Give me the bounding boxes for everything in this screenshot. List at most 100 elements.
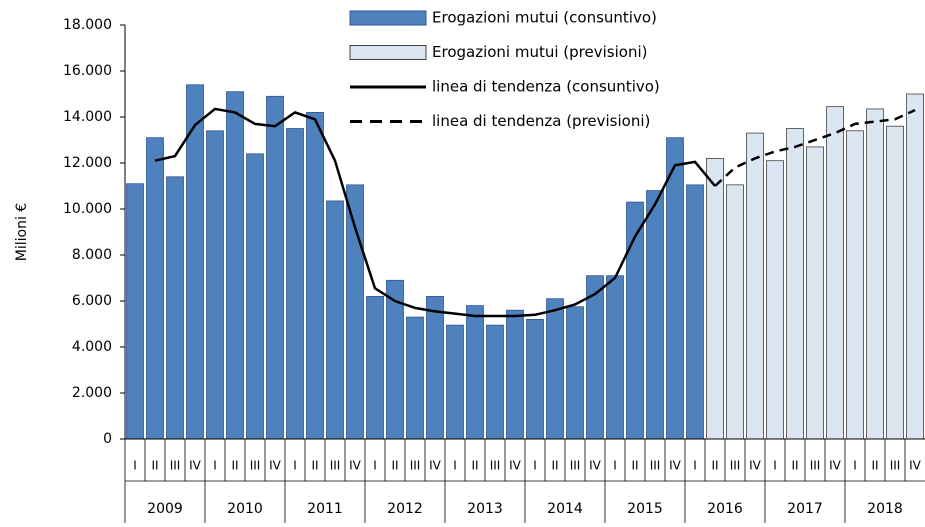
x-tick-label: I (453, 459, 457, 473)
bar (206, 130, 224, 440)
bar (306, 112, 324, 440)
bar (706, 157, 724, 440)
bar (826, 106, 844, 440)
x-tick-label: IV (749, 459, 762, 473)
year-label: 2018 (867, 501, 903, 517)
year-label: 2009 (147, 501, 183, 517)
trend-line (714, 108, 916, 187)
x-tick-label: II (391, 459, 398, 473)
year-label: 2016 (707, 501, 743, 517)
year-label: 2017 (787, 501, 823, 517)
x-tick-label: I (693, 459, 697, 473)
y-tick-label: 0 (103, 431, 112, 447)
x-tick-label: II (871, 459, 878, 473)
bar (646, 190, 664, 440)
bar (406, 316, 424, 440)
x-tick-label: II (631, 459, 638, 473)
legend-swatch (349, 45, 427, 60)
x-tick-label: III (170, 459, 181, 473)
y-tick-label: 6.000 (72, 293, 112, 309)
x-tick-label: II (711, 459, 718, 473)
x-tick-label: I (293, 459, 297, 473)
bar (266, 95, 284, 440)
year-label: 2015 (627, 501, 663, 517)
x-tick-label: III (730, 459, 741, 473)
x-tick-label: IV (189, 459, 202, 473)
x-tick-label: III (330, 459, 341, 473)
year-label: 2011 (307, 501, 343, 517)
bar (126, 183, 144, 440)
year-label: 2014 (547, 501, 583, 517)
legend-label: Erogazioni mutui (consuntivo) (432, 9, 657, 27)
bar (546, 298, 564, 440)
bar (426, 295, 444, 440)
trend-line (154, 107, 716, 318)
bar (786, 128, 804, 440)
y-tick-label: 14.000 (63, 109, 112, 125)
y-tick-label: 16.000 (63, 63, 112, 79)
bar (526, 318, 544, 440)
bar (286, 128, 304, 440)
y-tick-label: 10.000 (63, 201, 112, 217)
bar (446, 324, 464, 440)
x-tick-label: III (570, 459, 581, 473)
y-tick-label: 4.000 (72, 339, 112, 355)
x-tick-label: II (311, 459, 318, 473)
y-tick-label: 2.000 (72, 385, 112, 401)
bar (506, 309, 524, 440)
year-label: 2010 (227, 501, 263, 517)
bar (186, 84, 204, 440)
x-tick-label: IV (829, 459, 842, 473)
x-tick-label: II (551, 459, 558, 473)
x-tick-label: II (231, 459, 238, 473)
bar (226, 91, 244, 440)
x-tick-label: IV (349, 459, 362, 473)
bar (846, 130, 864, 440)
bar (586, 275, 604, 440)
bar (866, 108, 884, 440)
bar (806, 146, 824, 440)
y-tick-label: 12.000 (63, 155, 112, 171)
x-tick-label: IV (589, 459, 602, 473)
x-tick-label: I (613, 459, 617, 473)
x-tick-label: IV (509, 459, 522, 473)
bar (566, 306, 584, 440)
bar (146, 137, 164, 440)
x-tick-label: IV (269, 459, 282, 473)
bar (606, 275, 624, 440)
x-tick-label: III (410, 459, 421, 473)
legend-label: linea di tendenza (previsioni) (432, 112, 650, 130)
year-label: 2012 (387, 501, 423, 517)
bar (906, 93, 924, 440)
y-axis-label: Milioni € (14, 203, 30, 261)
x-tick-label: III (810, 459, 821, 473)
x-tick-label: IV (429, 459, 442, 473)
bar (466, 305, 484, 440)
legend-label: Erogazioni mutui (previsioni) (432, 43, 647, 61)
x-tick-label: I (533, 459, 537, 473)
bar (326, 200, 344, 440)
y-tick-label: 8.000 (72, 247, 112, 263)
bar (746, 132, 764, 440)
x-tick-label: III (890, 459, 901, 473)
x-tick-label: II (151, 459, 158, 473)
bar (366, 295, 384, 440)
x-tick-label: I (373, 459, 377, 473)
bar (886, 125, 904, 440)
legend-swatch (349, 10, 427, 26)
y-tick-label: 18.000 (63, 17, 112, 33)
bar (726, 184, 744, 440)
bar (666, 137, 684, 440)
bar (166, 176, 184, 440)
bar (346, 184, 364, 440)
x-tick-label: IV (909, 459, 922, 473)
legend-label: linea di tendenza (consuntivo) (432, 78, 660, 96)
x-tick-label: I (133, 459, 137, 473)
x-tick-label: III (250, 459, 261, 473)
bar (766, 160, 784, 440)
bar (686, 184, 704, 440)
x-tick-label: I (213, 459, 217, 473)
x-tick-label: III (650, 459, 661, 473)
bar (486, 324, 504, 440)
